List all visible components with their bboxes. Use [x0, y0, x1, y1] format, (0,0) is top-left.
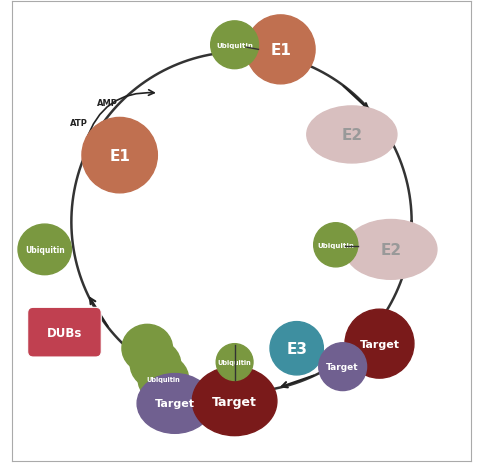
Text: Ubiquitin: Ubiquitin [146, 376, 180, 382]
Text: Target: Target [359, 339, 399, 349]
Ellipse shape [211, 22, 258, 69]
Ellipse shape [307, 106, 397, 163]
Ellipse shape [82, 118, 157, 194]
Text: Target: Target [327, 363, 359, 371]
Ellipse shape [192, 367, 277, 436]
Ellipse shape [345, 309, 414, 378]
Ellipse shape [270, 322, 323, 375]
Text: Ubiquitin: Ubiquitin [216, 43, 253, 49]
Text: ATP: ATP [71, 119, 88, 128]
Text: E3: E3 [286, 341, 307, 356]
Text: DUBs: DUBs [47, 326, 82, 339]
Text: Ubiquitin: Ubiquitin [317, 242, 354, 248]
Ellipse shape [319, 343, 367, 391]
Ellipse shape [345, 220, 437, 280]
Ellipse shape [216, 344, 253, 381]
Text: E2: E2 [341, 128, 362, 143]
Ellipse shape [137, 374, 213, 433]
Ellipse shape [138, 356, 189, 403]
FancyBboxPatch shape [28, 308, 101, 357]
Ellipse shape [246, 16, 315, 85]
Ellipse shape [313, 223, 358, 267]
Text: E2: E2 [381, 242, 401, 257]
Ellipse shape [122, 325, 172, 372]
Text: Target: Target [212, 395, 257, 408]
Text: E1: E1 [270, 43, 291, 58]
Ellipse shape [18, 225, 71, 275]
Text: Ubiquitin: Ubiquitin [218, 359, 252, 365]
Text: Ubiquitin: Ubiquitin [25, 245, 65, 254]
Text: Target: Target [155, 399, 195, 408]
Text: AMP: AMP [97, 98, 117, 107]
Text: E1: E1 [109, 148, 130, 163]
Ellipse shape [130, 341, 181, 388]
